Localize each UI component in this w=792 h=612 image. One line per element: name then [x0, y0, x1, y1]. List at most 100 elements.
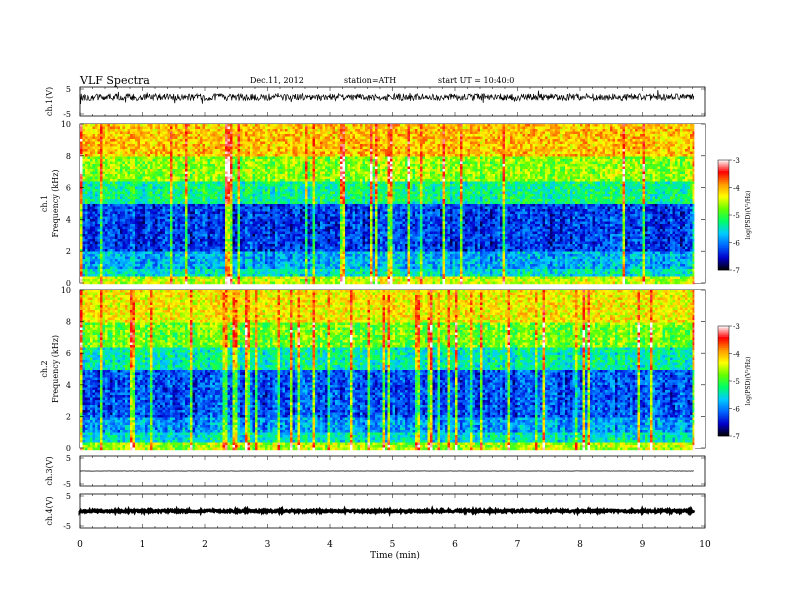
spectrogram-cell: [158, 204, 161, 207]
spectrogram-cell: [103, 192, 106, 195]
spectrogram-cell: [85, 269, 88, 272]
spectrogram-cell: [188, 254, 191, 257]
spectrogram-cell: [80, 204, 83, 207]
spectrogram-cell: [250, 229, 253, 232]
spectrogram-cell: [198, 129, 201, 132]
spectrogram-cell: [183, 232, 186, 235]
spectrogram-cell: [118, 222, 121, 225]
spectrogram-cell: [143, 229, 146, 232]
spectrogram-cell: [185, 184, 188, 187]
spectrogram-cell: [218, 129, 221, 132]
spectrogram-cell: [110, 277, 113, 280]
spectrogram-cell: [228, 144, 231, 147]
spectrogram-cell: [85, 202, 88, 205]
spectrogram-cell: [175, 264, 178, 267]
spectrogram-cell: [120, 227, 123, 230]
spectrogram-cell: [183, 234, 186, 237]
spectrogram-cell: [183, 174, 186, 177]
spectrogram-cell: [118, 189, 121, 192]
spectrogram-cell: [193, 184, 196, 187]
spectrogram-cell: [190, 217, 193, 220]
spectrogram-cell: [213, 189, 216, 192]
spectrogram-cell: [180, 124, 183, 127]
spectrogram-cell: [238, 222, 241, 225]
spectrogram-cell: [198, 264, 201, 267]
spectrogram-cell: [88, 184, 91, 187]
spectrogram-cell: [130, 222, 133, 225]
spectrogram-cell: [115, 169, 118, 172]
spectrogram-cell: [103, 194, 106, 197]
spectrogram-cell: [135, 277, 138, 280]
spectrogram-cell: [230, 222, 233, 225]
spectrogram-cell: [183, 142, 186, 145]
spectrogram-cell: [213, 197, 216, 200]
spectrogram-cell: [100, 264, 103, 267]
spectrogram-cell: [223, 147, 226, 150]
spectrogram-cell: [205, 217, 208, 220]
spectrogram-cell: [140, 259, 143, 262]
spectrogram-cell: [175, 242, 178, 245]
spectrogram-cell: [243, 142, 246, 145]
spectrogram-cell: [88, 134, 91, 137]
spectrogram-cell: [203, 164, 206, 167]
spectrogram-cell: [190, 144, 193, 147]
spectrogram-cell: [93, 154, 96, 157]
spectrogram-cell: [250, 214, 253, 217]
spectrogram-cell: [120, 142, 123, 145]
spectrogram-cell: [90, 224, 93, 227]
spectrogram-cell: [230, 212, 233, 215]
spectrogram-cell: [115, 247, 118, 250]
spectrogram-cell: [190, 194, 193, 197]
spectrogram-cell: [203, 237, 206, 240]
spectrogram-cell: [193, 237, 196, 240]
spectrogram-cell: [253, 244, 256, 247]
spectrogram-cell: [153, 264, 156, 267]
spectrogram-cell: [93, 237, 96, 240]
spectrogram-cell: [108, 179, 111, 182]
spectrogram-cell: [93, 254, 96, 257]
spectrogram-cell: [210, 184, 213, 187]
spectrogram-cell: [100, 199, 103, 202]
spectrogram-cell: [150, 229, 153, 232]
spectrogram-cell: [118, 154, 121, 157]
spectrogram-cell: [95, 189, 98, 192]
spectrogram-cell: [248, 184, 251, 187]
spectrogram-cell: [190, 267, 193, 270]
vlf-spectra-figure: VLF Spectra Dec.11, 2012 station=ATH sta…: [0, 0, 792, 612]
spectrogram-cell: [145, 159, 148, 162]
spectrogram-cell: [118, 277, 121, 280]
spectrogram-cell: [153, 252, 156, 255]
spectrogram-cell: [163, 282, 166, 285]
spectrogram-cell: [100, 217, 103, 220]
spectrogram-cell: [218, 217, 221, 220]
spectrogram-cell: [220, 132, 223, 135]
spectrogram-cell: [240, 242, 243, 245]
spectrogram-cell: [125, 272, 128, 275]
spectrogram-cell: [173, 249, 176, 252]
spectrogram-cell: [188, 247, 191, 250]
spectrogram-cell: [138, 212, 141, 215]
spectrogram-cell: [208, 187, 211, 190]
spectrogram-cell: [130, 244, 133, 247]
spectrogram-cell: [205, 267, 208, 270]
spectrogram-cell: [233, 129, 236, 132]
spectrogram-cell: [163, 254, 166, 257]
spectrogram-cell: [138, 272, 141, 275]
ch1-waveform-panel: 5-5ch.1(V): [45, 85, 705, 119]
spectrogram-cell: [190, 229, 193, 232]
spectrogram-cell: [220, 212, 223, 215]
spectrogram-cell: [165, 164, 168, 167]
spectrogram-cell: [158, 249, 161, 252]
spectrogram-cell: [113, 257, 116, 260]
spectrogram-cell: [205, 129, 208, 132]
spectrogram-cell: [155, 139, 158, 142]
spectrogram-cell: [205, 164, 208, 167]
spectrogram-cell: [250, 247, 253, 250]
spectrogram-cell: [175, 134, 178, 137]
spectrogram-cell: [163, 237, 166, 240]
spectrogram-cell: [223, 234, 226, 237]
spectrogram-cell: [160, 272, 163, 275]
spectrogram-cell: [103, 279, 106, 282]
spectrogram-cell: [235, 154, 238, 157]
spectrogram-cell: [195, 207, 198, 210]
